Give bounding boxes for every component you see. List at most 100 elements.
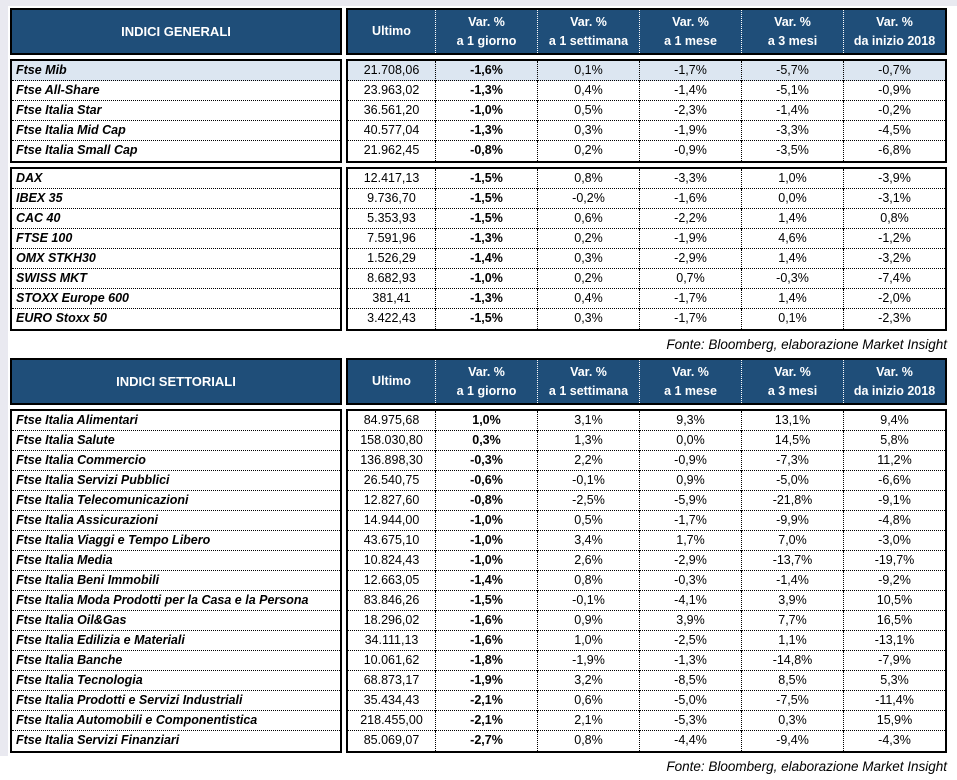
var-value: -1,9%: [639, 229, 741, 249]
var-value: 0,3%: [537, 309, 639, 329]
table-header-row: INDICI GENERALI Ultimo Var. % a 1 giorno V…: [10, 8, 947, 55]
var-value: 9,4%: [843, 411, 945, 431]
var-period-label: a 1 settimana: [548, 383, 629, 398]
var-value: -4,8%: [843, 511, 945, 531]
var-value: 0,6%: [537, 691, 639, 711]
var-value: 0,1%: [537, 61, 639, 81]
var-value: 0,9%: [537, 611, 639, 631]
var-value: -1,3%: [435, 121, 537, 141]
var-value: -1,0%: [435, 551, 537, 571]
table-title: INDICI SETTORIALI: [10, 358, 342, 405]
var-period-label: a 1 mese: [664, 33, 717, 48]
var-value: 3,9%: [741, 591, 843, 611]
var-value: -7,4%: [843, 269, 945, 289]
index-name: STOXX Europe 600: [12, 289, 340, 309]
index-name: Ftse Italia Beni Immobili: [12, 571, 340, 591]
var-value: 0,2%: [537, 229, 639, 249]
col-header-var: Var. % a 1 settimana: [537, 360, 639, 403]
var-value: -1,7%: [639, 511, 741, 531]
var-value: -1,9%: [435, 671, 537, 691]
var-value: -1,3%: [639, 651, 741, 671]
var-period-label: a 1 settimana: [548, 33, 629, 48]
var-value: 9,3%: [639, 411, 741, 431]
var-value: -5,1%: [741, 81, 843, 101]
var-value: 1,0%: [741, 169, 843, 189]
var-value: -19,7%: [843, 551, 945, 571]
var-value: -2,1%: [435, 691, 537, 711]
var-value: 1,1%: [741, 631, 843, 651]
index-name: Ftse Italia Viaggi e Tempo Libero: [12, 531, 340, 551]
ultimo-value: 7.591,96: [348, 229, 435, 249]
var-value: 0,0%: [741, 189, 843, 209]
col-header-var: Var. % a 3 mesi: [741, 360, 843, 403]
var-value: 8,5%: [741, 671, 843, 691]
index-name: Ftse Italia Commercio: [12, 451, 340, 471]
var-period-label: da inizio 2018: [853, 33, 936, 48]
ultimo-value: 12.663,05: [348, 571, 435, 591]
var-value: 1,4%: [741, 209, 843, 229]
var-value: 0,0%: [639, 431, 741, 451]
var-value: -0,1%: [537, 471, 639, 491]
var-value: -2,0%: [843, 289, 945, 309]
var-label: Var. %: [570, 364, 607, 379]
var-value: 3,9%: [639, 611, 741, 631]
var-value: 0,1%: [741, 309, 843, 329]
var-value: -2,3%: [639, 101, 741, 121]
ultimo-value: 14.944,00: [348, 511, 435, 531]
var-label: Var. %: [876, 364, 913, 379]
var-value: -3,5%: [741, 141, 843, 161]
col-header-var: Var. % da inizio 2018: [843, 360, 945, 403]
var-value: 0,3%: [537, 121, 639, 141]
index-name-column: Ftse Mib Ftse All-Share Ftse Italia Star Ft…: [10, 59, 342, 163]
var-value: -1,2%: [843, 229, 945, 249]
var-value: -2,5%: [639, 631, 741, 651]
var-value: -1,5%: [435, 309, 537, 329]
var-value: -1,6%: [639, 189, 741, 209]
var-value: 0,5%: [537, 101, 639, 121]
col-header-var: Var. % a 3 mesi: [741, 10, 843, 53]
var-label: Var. %: [468, 14, 505, 29]
var-value: -1,3%: [435, 289, 537, 309]
var-value: 0,2%: [537, 141, 639, 161]
var-value: 0,8%: [537, 169, 639, 189]
var-value: -1,6%: [435, 61, 537, 81]
var-value: -0,3%: [435, 451, 537, 471]
var-value: 0,7%: [639, 269, 741, 289]
ultimo-value: 218.455,00: [348, 711, 435, 731]
var-value: -1,0%: [435, 531, 537, 551]
var-value: -0,3%: [741, 269, 843, 289]
var-value: -0,1%: [537, 591, 639, 611]
index-name: Ftse Italia Assicurazioni: [12, 511, 340, 531]
var-value: -1,7%: [639, 309, 741, 329]
var-value: -3,3%: [639, 169, 741, 189]
var-value: -14,8%: [741, 651, 843, 671]
var-value: -7,3%: [741, 451, 843, 471]
index-name: FTSE 100: [12, 229, 340, 249]
table-body: Ftse Mib Ftse All-Share Ftse Italia Star Ft…: [10, 59, 947, 331]
var-value: -2,9%: [639, 249, 741, 269]
var-value: -5,0%: [639, 691, 741, 711]
index-name: Ftse Italia Servizi Pubblici: [12, 471, 340, 491]
var-value: 13,1%: [741, 411, 843, 431]
var-value: -1,3%: [435, 229, 537, 249]
var-value: 1,7%: [639, 531, 741, 551]
var-label: Var. %: [774, 364, 811, 379]
var-value: 0,9%: [639, 471, 741, 491]
var-value: -2,9%: [639, 551, 741, 571]
var-value: -1,3%: [435, 81, 537, 101]
var-value: -4,4%: [639, 731, 741, 751]
var-value: 0,3%: [537, 249, 639, 269]
page-margin-top: [0, 0, 957, 6]
var-value: -0,8%: [435, 491, 537, 511]
col-header-var: Var. % a 1 settimana: [537, 10, 639, 53]
ultimo-value: 10.061,62: [348, 651, 435, 671]
var-label: Var. %: [468, 364, 505, 379]
var-period-label: a 1 giorno: [456, 33, 517, 48]
index-name: Ftse Italia Servizi Finanziari: [16, 733, 180, 747]
index-name: Ftse Italia Automobili e Componentistica: [12, 711, 340, 731]
ultimo-value: 12.417,13: [348, 169, 435, 189]
var-value: -5,0%: [741, 471, 843, 491]
index-name: Ftse Mib: [12, 61, 340, 81]
ultimo-value: 136.898,30: [348, 451, 435, 471]
var-value: -7,9%: [843, 651, 945, 671]
